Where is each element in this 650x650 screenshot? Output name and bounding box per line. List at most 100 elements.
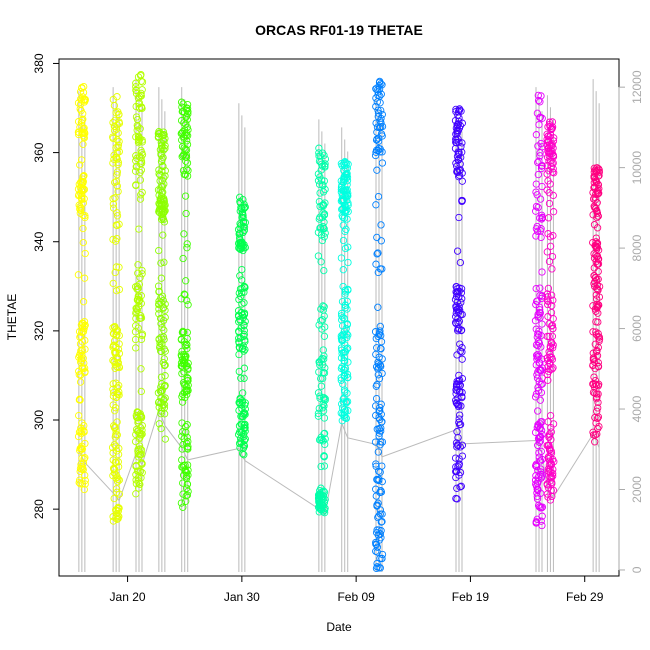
data-point (178, 456, 186, 464)
y2-tick-label: 2000 (630, 476, 644, 503)
data-point (534, 170, 542, 179)
data-point (134, 123, 142, 131)
data-point (241, 203, 249, 211)
data-point (154, 282, 163, 290)
data-point (544, 453, 553, 461)
data-point (453, 247, 462, 255)
x-axis: Jan 20 Jan 30 Feb 09 Feb 19 Feb 29 (59, 575, 619, 604)
data-point (317, 305, 325, 313)
data-point (374, 303, 382, 311)
data-point (109, 118, 117, 127)
data-point (132, 314, 140, 323)
data-point (157, 399, 165, 407)
data-point (138, 469, 146, 477)
data-point (453, 152, 462, 161)
data-point (457, 310, 465, 319)
data-point (547, 291, 556, 299)
data-point (161, 394, 169, 402)
data-point (458, 196, 466, 205)
data-point (455, 471, 463, 479)
data-point (453, 168, 461, 176)
data-point (544, 177, 552, 185)
data-point (373, 381, 381, 389)
data-point (453, 495, 461, 503)
data-point (341, 286, 349, 294)
data-point (241, 284, 249, 292)
data-point (537, 164, 546, 173)
data-point (180, 150, 188, 158)
data-point (533, 374, 542, 382)
data-point (536, 425, 544, 433)
data-point (320, 429, 329, 438)
data-point (155, 166, 163, 174)
data-point (591, 438, 599, 446)
data-point (238, 420, 246, 429)
data-point (546, 496, 555, 504)
data-point (113, 515, 121, 523)
data-point (178, 362, 186, 371)
data-point (235, 239, 243, 247)
data-point (241, 336, 249, 344)
data-point (109, 472, 117, 480)
data-point (344, 407, 352, 415)
data-point (455, 213, 463, 222)
data-point (376, 322, 384, 331)
data-point (137, 146, 145, 155)
data-point (452, 292, 461, 301)
data-point (534, 350, 542, 359)
data-point (458, 119, 466, 127)
data-point (184, 166, 192, 175)
data-point (134, 324, 142, 332)
data-point (182, 428, 190, 436)
data-point (75, 395, 84, 403)
data-point (453, 484, 461, 492)
data-point (547, 423, 555, 432)
data-point (376, 488, 384, 497)
data-point (452, 124, 461, 132)
data-point (183, 240, 191, 248)
data-point (235, 439, 244, 448)
data-point (114, 158, 123, 167)
data-point (78, 84, 86, 92)
data-point (314, 389, 323, 397)
data-point (183, 106, 191, 114)
data-point (114, 108, 122, 116)
data-point (547, 157, 555, 165)
data-point (375, 374, 384, 383)
data-point (76, 427, 84, 435)
data-point (161, 381, 169, 390)
data-point (179, 328, 188, 336)
data-point (374, 371, 382, 379)
data-point (317, 462, 325, 471)
y-tick-label: 340 (32, 231, 46, 251)
data-point (343, 305, 351, 313)
data-point (111, 178, 119, 187)
data-point (240, 430, 248, 438)
data-point (234, 307, 243, 315)
data-point (548, 149, 556, 157)
data-point (240, 299, 248, 307)
data-point (373, 344, 381, 352)
data-point (113, 234, 121, 243)
data-point (109, 204, 118, 212)
data-point (532, 300, 540, 309)
data-point (114, 359, 122, 367)
data-point (337, 197, 346, 205)
data-point (113, 389, 121, 397)
data-point (161, 435, 169, 443)
data-point (238, 284, 246, 293)
data-point (321, 185, 329, 194)
data-point (157, 394, 165, 402)
data-point (183, 480, 192, 488)
y2-tick-label: 12000 (630, 70, 644, 104)
data-point (183, 140, 192, 149)
data-point (241, 399, 249, 407)
data-point (547, 474, 556, 482)
data-point (78, 328, 86, 337)
data-point (81, 213, 89, 222)
data-point (131, 335, 140, 344)
data-point (544, 293, 552, 301)
data-point (538, 503, 547, 511)
data-point (320, 266, 328, 275)
data-point (378, 122, 387, 131)
